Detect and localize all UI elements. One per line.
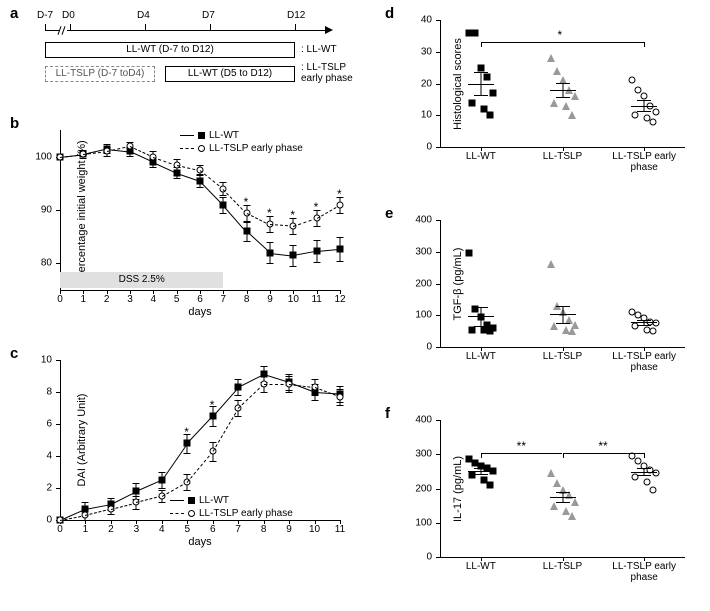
data-point — [465, 250, 472, 257]
panel-e-chart: e 0100200300400TGF-β (pg/mL)LL-WTLL-TSLP… — [385, 205, 695, 385]
group-label: LL-TSLP earlyphase — [609, 151, 679, 201]
x-axis-label: days — [188, 536, 211, 548]
y-axis-label: Histological scores — [452, 14, 464, 154]
data-point — [571, 92, 579, 100]
x-axis-label: days — [188, 306, 211, 318]
panel-f-label: f — [385, 405, 390, 422]
panel-d-label: d — [385, 5, 394, 22]
data-point — [337, 393, 344, 400]
data-point — [550, 99, 558, 107]
legend: LL-WT LL-TSLP early phase — [180, 130, 303, 156]
data-point — [650, 118, 657, 125]
data-point — [486, 112, 493, 119]
group-label: LL-TSLP earlyphase — [609, 351, 679, 401]
data-point — [653, 470, 660, 477]
data-point — [486, 328, 493, 335]
schematic-bar-llwt: LL-WT (D-7 to D12) — [45, 42, 295, 58]
panel-c-label: c — [10, 345, 18, 362]
data-point — [571, 498, 579, 506]
panel-a-body: D-7D0D4D7D12LL-WT (D-7 to D12): LL-WTLL-… — [25, 10, 350, 110]
data-point — [547, 469, 555, 477]
data-point — [468, 99, 475, 106]
data-point — [568, 512, 576, 520]
data-point — [632, 112, 639, 119]
schematic-bar-lltslp: LL-TSLP (D-7 toD4) — [45, 66, 155, 82]
group-label: LL-TSLP earlyphase — [609, 561, 679, 611]
data-point — [635, 86, 642, 93]
panel-c-chart: c 024681001234567891011DAI (Arbitrary Un… — [10, 345, 350, 545]
y-axis-label: DAI (Arbitrary Unit) — [76, 370, 88, 510]
group-label: LL-TSLP — [528, 561, 598, 611]
data-point — [486, 482, 493, 489]
data-point — [337, 245, 344, 252]
panel-a-label: a — [10, 5, 18, 22]
timeline-tick: D7 — [202, 10, 215, 21]
data-point — [553, 67, 561, 75]
timeline-tick: D4 — [137, 10, 150, 21]
data-point — [337, 201, 344, 208]
group-label: LL-WT — [446, 351, 516, 401]
data-point — [650, 487, 657, 494]
group-label: LL-WT — [446, 561, 516, 611]
data-point — [568, 327, 576, 335]
y-axis-label: TGF-β (pg/mL) — [452, 214, 464, 354]
panel-b-chart: b 80901000123456789101112Percentage init… — [10, 115, 350, 315]
group-label: LL-WT — [446, 151, 516, 201]
panel-e-label: e — [385, 205, 393, 222]
data-point — [650, 328, 657, 335]
panel-b-label: b — [10, 115, 19, 132]
data-point — [547, 54, 555, 62]
panel-a-schematic: a D-7D0D4D7D12LL-WT (D-7 to D12): LL-WTL… — [10, 5, 350, 110]
y-axis-label: IL-17 (pg/mL) — [452, 419, 464, 559]
data-point — [632, 473, 639, 480]
data-point — [547, 260, 555, 268]
data-point — [471, 29, 478, 36]
data-point — [641, 93, 648, 100]
data-point — [568, 111, 576, 119]
legend: LL-WT LL-TSLP early phase — [170, 495, 293, 521]
timeline-tick: D-7 — [37, 10, 53, 21]
data-point — [562, 102, 570, 110]
group-label: LL-TSLP — [528, 351, 598, 401]
data-point — [483, 74, 490, 81]
data-point — [629, 77, 636, 84]
timeline-tick: D12 — [287, 10, 305, 21]
data-point — [477, 64, 484, 71]
panel-d-chart: d 010203040Histological scoresLL-WTLL-TS… — [385, 5, 695, 185]
data-point — [644, 478, 651, 485]
timeline-tick: D0 — [62, 10, 75, 21]
data-point — [468, 326, 475, 333]
dss-band: DSS 2.5% — [60, 272, 223, 288]
y-axis-label: Percentage initial weight (%) — [76, 140, 88, 280]
data-point — [653, 109, 660, 116]
group-label: LL-TSLP — [528, 151, 598, 201]
data-point — [489, 90, 496, 97]
panel-f-chart: f 0100200300400IL-17 (pg/mL)LL-WTLL-TSLP… — [385, 405, 695, 595]
